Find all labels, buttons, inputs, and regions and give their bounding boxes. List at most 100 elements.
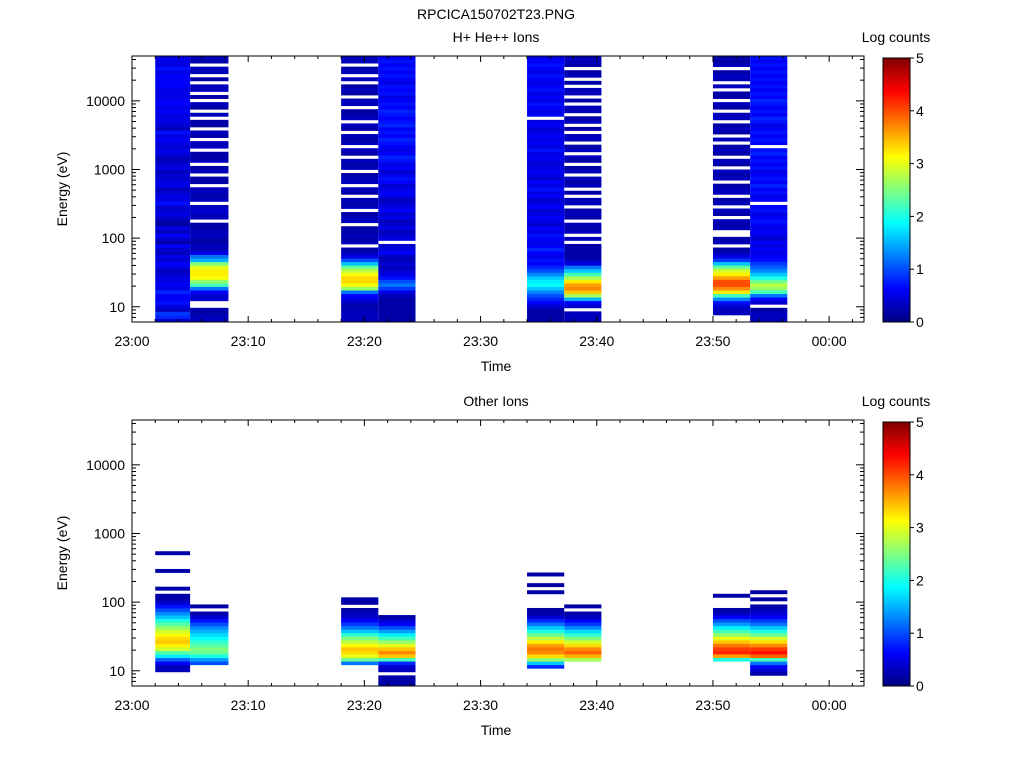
heatmap-cell	[750, 105, 788, 110]
heatmap-cell	[341, 236, 379, 241]
heatmap-cell	[527, 622, 565, 627]
heatmap-cell	[378, 84, 416, 89]
heatmap-cell	[378, 80, 416, 85]
heatmap-cell	[155, 600, 191, 605]
heatmap-cell	[527, 265, 565, 270]
heatmap-cell	[378, 664, 416, 669]
heatmap-cell	[527, 229, 565, 234]
heatmap-cell	[341, 629, 379, 634]
heatmap-cell	[712, 293, 751, 298]
heatmap-cell	[341, 70, 379, 75]
heatmap-cell	[155, 632, 191, 637]
heatmap-cell	[750, 590, 788, 595]
heatmap-cell	[712, 275, 751, 280]
heatmap-cell	[190, 151, 229, 156]
heatmap-cell	[527, 208, 565, 213]
heatmap-cell	[190, 233, 229, 238]
heatmap-cell	[564, 657, 602, 662]
heatmap-cell	[750, 183, 788, 188]
heatmap-cell	[527, 222, 565, 227]
x-tick-label: 23:20	[347, 697, 382, 713]
heatmap-cell	[190, 297, 229, 302]
heatmap-cell	[341, 240, 379, 245]
heatmap-cell	[378, 247, 416, 252]
heatmap-cell	[155, 56, 191, 60]
colorbar-tick-label: 2	[916, 572, 924, 588]
heatmap-cell	[378, 70, 416, 75]
heatmap-cell	[190, 268, 229, 273]
heatmap-cell	[750, 314, 788, 319]
heatmap-cell	[750, 318, 788, 323]
heatmap-cell	[378, 102, 416, 107]
heatmap-cell	[750, 102, 788, 107]
heatmap-cell	[155, 297, 191, 302]
heatmap-cell	[564, 197, 602, 202]
heatmap-cell	[378, 646, 416, 651]
heatmap-cell	[527, 293, 565, 298]
heatmap-cell	[712, 615, 751, 620]
heatmap-cell	[712, 290, 751, 295]
heatmap-cell	[155, 639, 191, 644]
heatmap-cell	[190, 275, 229, 280]
heatmap-cell	[155, 226, 191, 231]
heatmap-cell	[341, 618, 379, 623]
heatmap-cell	[378, 63, 416, 68]
heatmap-cell	[155, 173, 191, 177]
heatmap-cell	[378, 212, 416, 216]
heatmap-cell	[564, 98, 602, 103]
heatmap-cell	[341, 657, 379, 662]
x-tick-label: 00:00	[812, 333, 847, 349]
heatmap-cell	[527, 311, 565, 316]
heatmap-cell	[190, 229, 229, 234]
heatmap-cell	[564, 290, 602, 295]
heatmap-cell	[378, 643, 416, 648]
heatmap-cell	[155, 551, 191, 556]
heatmap-cell	[564, 144, 602, 149]
heatmap-cell	[341, 212, 379, 216]
heatmap-cell	[155, 212, 191, 216]
heatmap-cell	[750, 109, 788, 114]
heatmap-cell	[341, 318, 379, 323]
heatmap-cell	[155, 204, 191, 209]
heatmap-cell	[750, 622, 788, 627]
heatmap-cell	[712, 657, 751, 662]
heatmap-cell	[155, 165, 191, 170]
heatmap-cell	[750, 307, 788, 312]
heatmap-cell	[750, 215, 788, 220]
heatmap-cell	[750, 80, 788, 85]
heatmap-cell	[190, 282, 229, 287]
heatmap-cell	[750, 126, 788, 131]
heatmap-cell	[190, 639, 229, 644]
heatmap-cell	[527, 650, 565, 655]
heatmap-cell	[712, 73, 751, 78]
heatmap-cell	[341, 258, 379, 263]
heatmap-cell	[341, 254, 379, 259]
heatmap-cell	[378, 290, 416, 295]
heatmap-cell	[527, 176, 565, 181]
heatmap-cell	[341, 91, 379, 96]
heatmap-cell	[378, 105, 416, 110]
heatmap-cell	[155, 664, 191, 669]
heatmap-cell	[750, 240, 788, 245]
heatmap-cell	[527, 233, 565, 238]
heatmap-cell	[190, 197, 229, 202]
heatmap-cell	[564, 215, 602, 220]
heatmap-cell	[750, 646, 788, 651]
heatmap-cell	[750, 629, 788, 634]
heatmap-cell	[378, 654, 416, 659]
heatmap-cell	[750, 615, 788, 620]
heatmap-cell	[527, 194, 565, 199]
heatmap-cell	[712, 307, 751, 312]
heatmap-cell	[527, 611, 565, 616]
heatmap-cell	[378, 187, 416, 192]
heatmap-cell	[564, 243, 602, 248]
heatmap-cell	[155, 622, 191, 627]
heatmap-cell	[378, 657, 416, 662]
heatmap-cell	[712, 116, 751, 121]
heatmap-cell	[190, 286, 229, 291]
heatmap-cell	[527, 144, 565, 149]
heatmap-cell	[378, 251, 416, 256]
panel-title: Other Ions	[463, 393, 528, 409]
heatmap-cell	[712, 279, 751, 284]
heatmap-cell	[341, 215, 379, 220]
